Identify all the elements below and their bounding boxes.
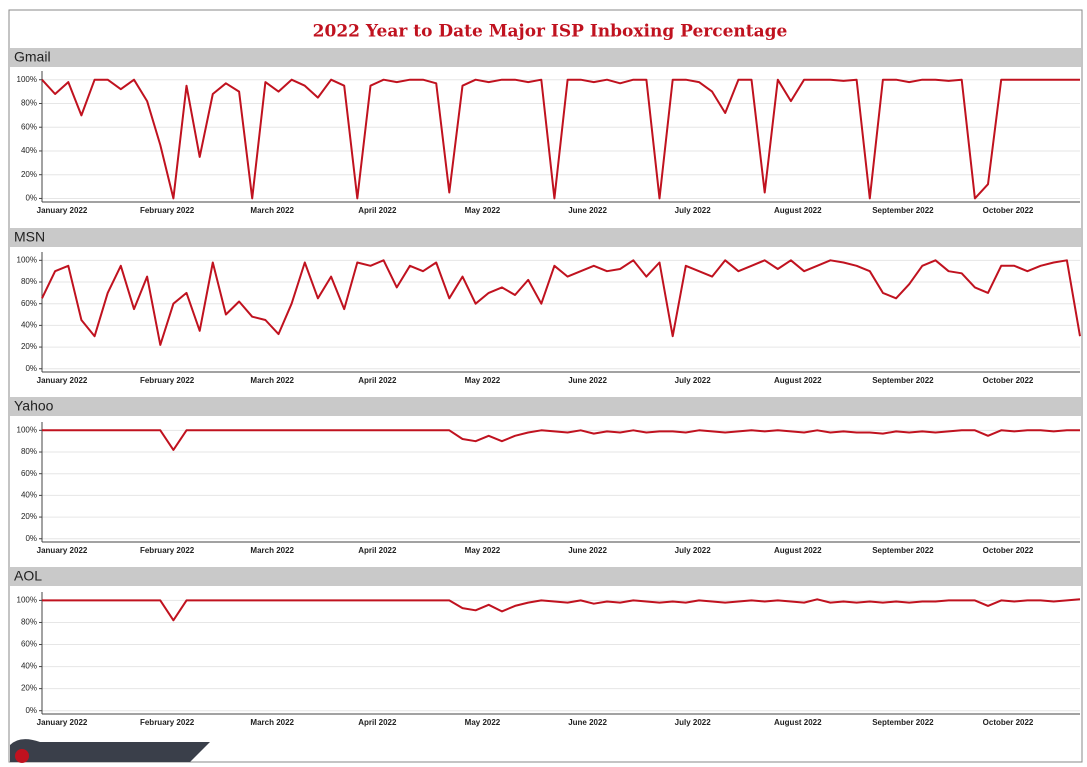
- x-tick-label: September 2022: [872, 206, 934, 215]
- y-tick-label: 100%: [17, 596, 37, 605]
- x-tick-label: June 2022: [568, 206, 607, 215]
- data-line: [42, 598, 1081, 622]
- x-tick-label: July 2022: [675, 206, 712, 215]
- x-tick-label: October 2022: [983, 376, 1034, 385]
- panel-title: Yahoo: [14, 398, 54, 414]
- data-line: [41, 78, 1080, 200]
- data-line: [42, 429, 1080, 451]
- y-tick-label: 100%: [17, 255, 37, 264]
- panel-title: MSN: [14, 229, 45, 245]
- y-tick-label: 100%: [17, 75, 37, 84]
- x-tick-label: August 2022: [774, 206, 822, 215]
- x-tick-label: August 2022: [774, 376, 822, 385]
- x-tick-label: May 2022: [465, 206, 501, 215]
- x-tick-label: April 2022: [358, 376, 397, 385]
- x-tick-label: October 2022: [983, 546, 1034, 555]
- x-tick-label: May 2022: [465, 718, 501, 727]
- x-tick-label: September 2022: [872, 376, 934, 385]
- data-line: [41, 259, 1081, 346]
- y-tick-label: 40%: [21, 320, 37, 329]
- panel-header: [10, 567, 1081, 586]
- x-tick-label: October 2022: [983, 206, 1034, 215]
- y-tick-label: 60%: [21, 469, 37, 478]
- x-tick-label: August 2022: [774, 546, 822, 555]
- y-tick-label: 40%: [21, 490, 37, 499]
- x-tick-label: March 2022: [250, 206, 294, 215]
- y-tick-label: 20%: [21, 512, 37, 521]
- x-tick-label: February 2022: [140, 718, 195, 727]
- frame: [8, 9, 1083, 763]
- y-tick-label: 20%: [21, 684, 37, 693]
- panel-header: [10, 48, 1081, 67]
- x-tick-label: June 2022: [568, 376, 607, 385]
- x-tick-label: September 2022: [872, 546, 934, 555]
- y-tick-label: 100%: [17, 425, 37, 434]
- x-tick-label: March 2022: [250, 718, 294, 727]
- logo-band: [10, 739, 210, 762]
- x-tick-label: January 2022: [37, 376, 88, 385]
- x-tick-label: September 2022: [872, 718, 934, 727]
- y-tick-label: 80%: [21, 277, 37, 286]
- x-tick-label: February 2022: [140, 376, 195, 385]
- y-tick-label: 80%: [21, 618, 37, 627]
- chart-title: 2022 Year to Date Major ISP Inboxing Per…: [313, 22, 788, 42]
- panel-title: Gmail: [14, 49, 51, 65]
- x-tick-label: October 2022: [983, 718, 1034, 727]
- x-tick-label: July 2022: [675, 376, 712, 385]
- x-tick-label: February 2022: [140, 206, 195, 215]
- y-tick-label: 60%: [21, 122, 37, 131]
- y-tick-label: 60%: [21, 640, 37, 649]
- y-tick-label: 0%: [25, 534, 37, 543]
- x-tick-label: May 2022: [465, 376, 501, 385]
- x-tick-label: June 2022: [568, 718, 607, 727]
- x-tick-label: April 2022: [358, 206, 397, 215]
- panel-title: AOL: [14, 568, 42, 584]
- y-tick-label: 20%: [21, 170, 37, 179]
- y-tick-label: 20%: [21, 342, 37, 351]
- x-tick-label: July 2022: [675, 718, 712, 727]
- x-tick-label: January 2022: [37, 546, 88, 555]
- x-tick-label: February 2022: [140, 546, 195, 555]
- y-tick-label: 40%: [21, 146, 37, 155]
- panel-header: [10, 228, 1081, 247]
- logo: [15, 749, 29, 763]
- x-tick-label: April 2022: [358, 546, 397, 555]
- y-tick-label: 40%: [21, 662, 37, 671]
- y-tick-label: 0%: [25, 194, 37, 203]
- y-tick-label: 80%: [21, 99, 37, 108]
- x-tick-label: January 2022: [37, 206, 88, 215]
- x-tick-label: April 2022: [358, 718, 397, 727]
- x-tick-label: August 2022: [774, 718, 822, 727]
- panel-header: [10, 397, 1081, 416]
- x-tick-label: June 2022: [568, 546, 607, 555]
- x-tick-label: May 2022: [465, 546, 501, 555]
- x-tick-label: March 2022: [250, 376, 294, 385]
- x-tick-label: January 2022: [37, 718, 88, 727]
- x-tick-label: July 2022: [675, 546, 712, 555]
- y-tick-label: 0%: [25, 364, 37, 373]
- y-tick-label: 60%: [21, 299, 37, 308]
- y-tick-label: 0%: [25, 706, 37, 715]
- x-tick-label: March 2022: [250, 546, 294, 555]
- y-tick-label: 80%: [21, 447, 37, 456]
